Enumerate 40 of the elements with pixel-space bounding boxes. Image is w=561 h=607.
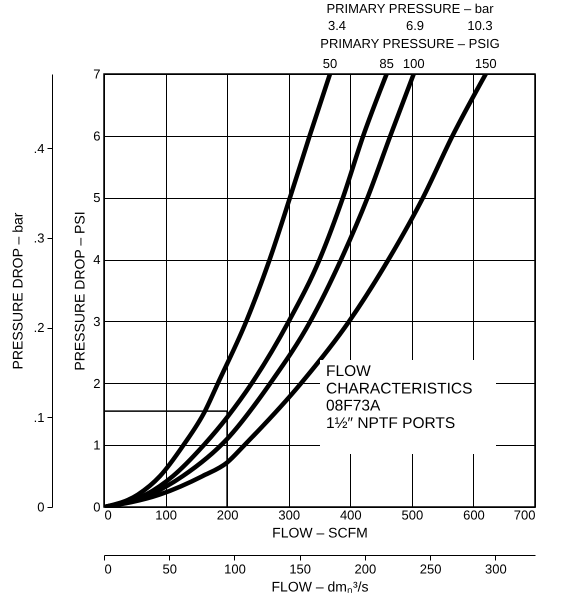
y2-tick-label: .1 — [34, 410, 44, 425]
y-tick-label: 3 — [93, 314, 100, 329]
x2-tick-label: 50 — [162, 562, 177, 576]
series-label: 100 — [402, 56, 425, 71]
text: PRIMARY PRESSURE – bar — [326, 1, 494, 16]
text: 6.9 — [406, 18, 424, 33]
x-tick-label: 600 — [463, 508, 485, 522]
x-tick-label: 0 — [104, 508, 112, 522]
y2-tick-label: .4 — [34, 140, 44, 156]
x2-tick-label: 150 — [289, 562, 312, 576]
x2-axis-title: FLOW – dmₙ³/s — [271, 578, 369, 594]
series-label: 150 — [474, 56, 497, 71]
x2-tick-label: 200 — [354, 562, 376, 576]
x-tick-label: 300 — [278, 508, 300, 522]
y-tick-label: 4 — [93, 252, 100, 268]
text: PRIMARY PRESSURE – PSIG — [320, 36, 500, 51]
series-label: 85 — [379, 56, 394, 71]
series-label: 50 — [322, 56, 338, 71]
y-tick-label: 2 — [93, 376, 100, 391]
y-axis-title: PRESSURE DROP – PSI — [71, 211, 88, 371]
text: 10.3 — [467, 18, 493, 33]
y2-tick-label: .3 — [34, 230, 44, 246]
x2-tick-label: 0 — [104, 562, 112, 576]
text: 3.4 — [328, 18, 346, 33]
y2-tick-label: .2 — [34, 320, 44, 336]
y-tick-label: 1 — [93, 438, 100, 453]
y-tick-label: 6 — [93, 128, 100, 144]
x2-tick-label: 300 — [484, 562, 507, 576]
x-tick-label: 700 — [514, 508, 536, 522]
x2-tick-label: 250 — [420, 562, 442, 576]
x-tick-label: 500 — [402, 508, 424, 522]
y-tick-label: 5 — [93, 190, 100, 206]
y-tick-label: 7 — [93, 66, 100, 82]
x-tick-label: 100 — [155, 508, 177, 522]
x-tick-label: 400 — [340, 508, 362, 522]
x-axis-title: FLOW – SCFM — [272, 524, 368, 540]
annotation: FLOW CHARACTERISTICS 08F73A 1½″ NPTF PORTS — [326, 363, 472, 432]
x-tick-label: 200 — [216, 508, 238, 522]
y2-axis-title: PRESSURE DROP – bar — [10, 212, 26, 370]
x2-tick-label: 100 — [224, 562, 246, 576]
